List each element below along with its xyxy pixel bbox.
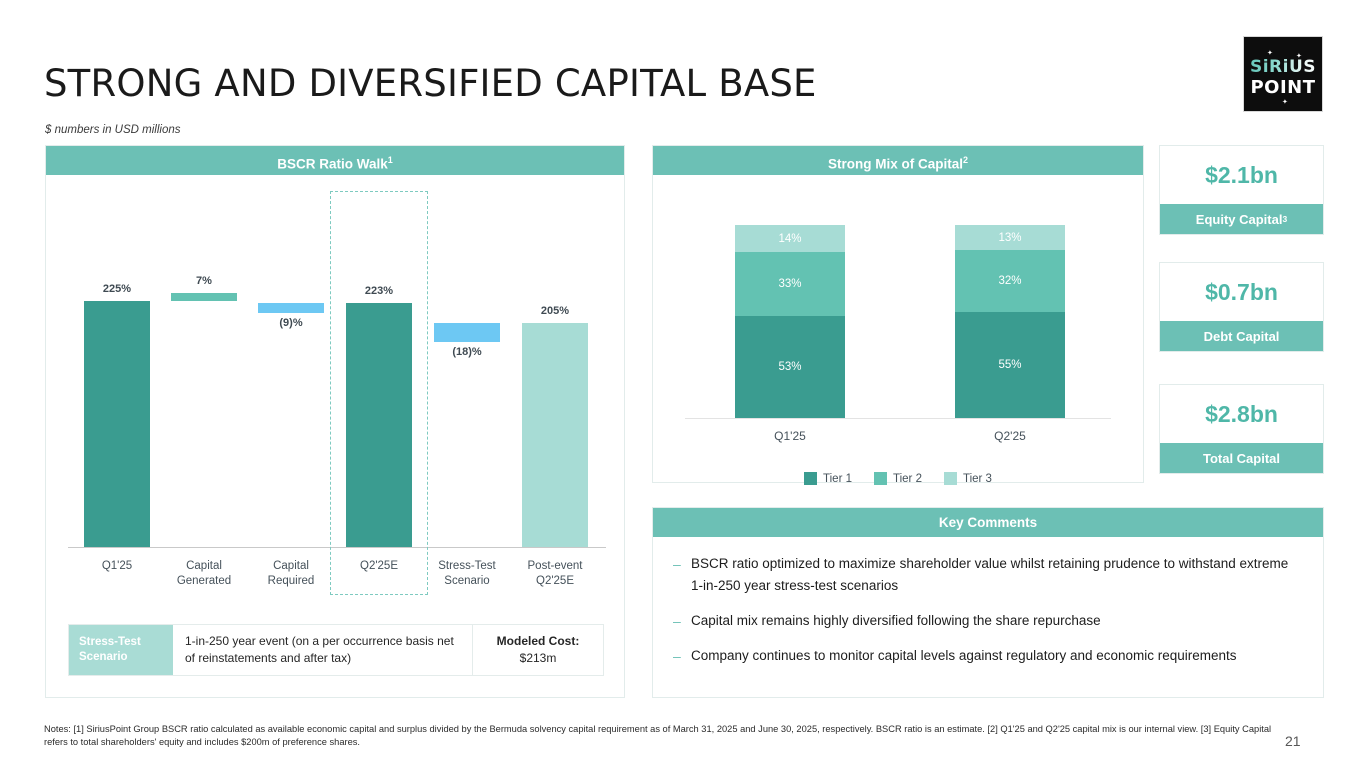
legend-swatch <box>943 472 957 485</box>
key-comment-text: Company continues to monitor capital lev… <box>691 648 1237 663</box>
stacked-axis-line <box>685 418 1111 419</box>
star-icon: ✦ <box>1296 53 1302 60</box>
legend-label: Tier 2 <box>893 472 922 485</box>
bscr-panel-header: BSCR Ratio Walk1 <box>46 146 624 175</box>
stacked-bar-segment: 33% <box>735 252 845 316</box>
waterfall-bar <box>346 303 412 547</box>
page-number: 21 <box>1285 733 1301 749</box>
capital-card-total: $2.8bn Total Capital <box>1159 384 1324 474</box>
star-icon: ✦ <box>1282 99 1288 106</box>
capital-card-equity: $2.1bn Equity Capital 3 <box>1159 145 1324 235</box>
waterfall-category-label: Stress-Test Scenario <box>438 560 496 587</box>
capital-card-label-text: Total Capital <box>1202 450 1281 466</box>
logo-text-sirius: SiRiUS <box>1244 57 1322 77</box>
waterfall-category-label: Q1'25 <box>101 560 133 572</box>
modeled-cost-value: $213m <box>519 651 557 665</box>
legend-label: Tier 3 <box>962 472 992 485</box>
capital-card-footnote-marker: 3 <box>1282 214 1288 224</box>
waterfall-value-label: (9)% <box>279 316 303 329</box>
waterfall-category-label: Q2'25E <box>360 560 398 572</box>
page-title: STRONG AND DIVERSIFIED CAPITAL BASE <box>44 62 817 105</box>
stress-label-line2: Scenario <box>79 651 128 663</box>
capital-card-label-text: Equity Capital <box>1195 211 1283 227</box>
key-comment-text: Capital mix remains highly diversified f… <box>691 613 1101 628</box>
mix-footnote-marker: 2 <box>962 155 968 165</box>
key-comments-panel: Key Comments – BSCR ratio optimized to ma… <box>652 507 1324 698</box>
legend-swatch <box>874 472 887 485</box>
logo-text-point: POINT <box>1250 77 1316 98</box>
legend-item: Tier 2 <box>874 472 922 485</box>
capital-card-label-text: Debt Capital <box>1203 328 1280 344</box>
modeled-cost: Modeled Cost: $213m <box>473 625 603 675</box>
waterfall-chart: 225% Q1'25 7% Capital Generated (9)% Capital Re… <box>46 175 624 635</box>
mix-panel-header: Strong Mix of Capital2 <box>653 146 1143 175</box>
waterfall-bar <box>434 322 500 343</box>
capital-card-debt: $0.7bn Debt Capital <box>1159 262 1324 352</box>
stacked-bar-chart: Tier 1 Tier 2 Tier 3 14% 33% 53% Q1'25 13% 32% 5… <box>653 175 1143 485</box>
waterfall-value-label: 225% <box>102 282 132 295</box>
capital-card-value: $0.7bn <box>1205 278 1278 305</box>
key-comment-item: – Company continues to monitor capital le… <box>673 645 1303 667</box>
key-comments-list: – BSCR ratio optimized to maximize shareh… <box>653 537 1323 697</box>
bullet-dash-icon: – <box>673 556 681 572</box>
waterfall-bar <box>522 322 588 547</box>
waterfall-highlight-box <box>330 191 428 595</box>
bullet-dash-icon: – <box>673 648 681 664</box>
key-comment-item: – BSCR ratio optimized to maximize shareh… <box>673 553 1303 597</box>
stacked-bar-column: 14% 33% 53% <box>735 225 845 418</box>
slide-subtitle: $ numbers in USD millions <box>45 124 181 136</box>
waterfall-category-label: Capital Required <box>267 560 315 587</box>
footnotes: Notes: [1] SiriusPoint Group BSCR ratio … <box>44 724 1272 747</box>
stacked-bar-category-label: Q1'25 <box>774 429 806 443</box>
key-comment-text: BSCR ratio optimized to maximize shareho… <box>691 556 1289 593</box>
star-icon: ✦ <box>1267 50 1273 57</box>
legend-item: Tier 1 <box>804 472 852 485</box>
waterfall-value-label: 7% <box>196 275 212 288</box>
waterfall-value-label: (18)% <box>452 346 482 359</box>
capital-card-label: Total Capital <box>1160 443 1323 473</box>
stress-label-line1: Stress-Test <box>79 636 141 648</box>
stacked-bar-segment: 14% <box>735 225 845 253</box>
bscr-ratio-walk-panel: BSCR Ratio Walk1 225% Q1'25 7% Capital Gener… <box>45 145 625 698</box>
bscr-panel-title: BSCR Ratio Walk <box>277 156 388 172</box>
stacked-bar-segment: 32% <box>955 250 1065 312</box>
capital-card-label: Debt Capital <box>1160 321 1323 351</box>
stacked-bar-segment: 53% <box>735 315 845 418</box>
waterfall-bar <box>84 300 150 547</box>
bscr-footnote-marker: 1 <box>387 155 393 165</box>
stress-test-box: Stress-Test Scenario 1-in-250 year event… <box>68 624 604 676</box>
stacked-bar-column: 13% 32% 55% <box>955 225 1065 418</box>
mix-panel-title: Strong Mix of Capital <box>827 156 963 172</box>
stacked-bar-category-label: Q2'25 <box>994 429 1026 443</box>
capital-card-label: Equity Capital 3 <box>1160 204 1323 234</box>
stacked-bar-legend: Tier 1 Tier 2 Tier 3 <box>653 472 1143 485</box>
waterfall-axis-line <box>68 547 606 548</box>
key-comment-item: – Capital mix remains highly diversified … <box>673 610 1303 632</box>
legend-label: Tier 1 <box>823 472 852 485</box>
legend-swatch <box>804 472 818 485</box>
waterfall-bar <box>258 303 324 313</box>
bullet-dash-icon: – <box>673 613 681 629</box>
stress-test-label: Stress-Test Scenario <box>69 625 173 675</box>
waterfall-category-label: Capital Generated <box>176 560 232 587</box>
capital-card-value: $2.8bn <box>1205 400 1278 427</box>
stacked-bar-segment: 55% <box>955 311 1065 418</box>
siriuspoint-logo: ✦ ✦ ✦ SiRiUS POINT <box>1243 36 1323 112</box>
waterfall-value-label: 223% <box>364 285 394 298</box>
capital-card-value: $2.1bn <box>1205 161 1278 188</box>
stress-test-description: 1-in-250 year event (on a per occurrence… <box>173 625 473 675</box>
waterfall-category-label: Post-event Q2'25E <box>527 560 583 587</box>
strong-mix-of-capital-panel: Strong Mix of Capital2 Tier 1 Tier 2 Tier … <box>652 145 1144 485</box>
legend-item: Tier 3 <box>943 472 992 485</box>
modeled-cost-title: Modeled Cost: <box>496 634 580 648</box>
waterfall-value-label: 205% <box>540 304 570 317</box>
key-comments-header: Key Comments <box>653 508 1323 537</box>
waterfall-bar <box>171 293 237 301</box>
stacked-bar-segment: 13% <box>955 225 1065 251</box>
